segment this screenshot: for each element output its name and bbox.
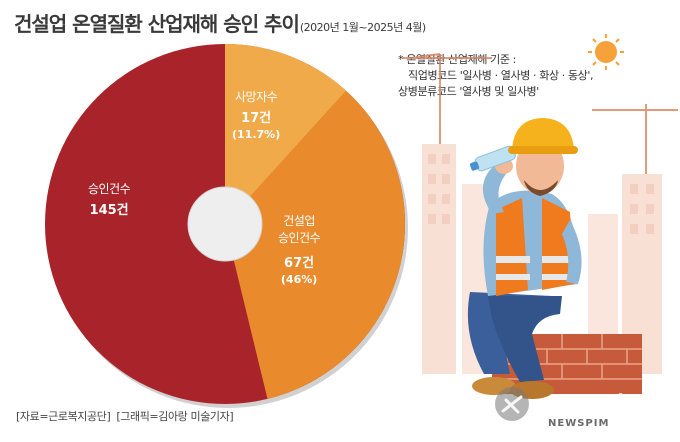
source-graphic: [그래픽=김아랑 미술기자] xyxy=(116,410,234,423)
chart-title-main: 건설업 온열질환 산업재해 승인 추이 xyxy=(14,12,300,36)
source-credits: [자료=근로복지공단] [그래픽=김아랑 미술기자] xyxy=(16,408,239,424)
label-construction-value: 67건 xyxy=(284,256,315,271)
label-deaths-value: 17건 xyxy=(241,111,272,126)
label-construction-name-1: 건설업 xyxy=(283,214,315,228)
pie-slice-deaths xyxy=(225,43,346,224)
label-construction-name-2: 승인건수 xyxy=(278,231,321,245)
chart-title-period: (2020년 1월~2025년 4월) xyxy=(299,21,426,34)
criteria-note-line-3: 상병분류코드 '열사병 및 일사병' xyxy=(398,85,539,98)
criteria-note-line-2: 직업병코드 '일사병 · 열사병 · 화상 · 동상', xyxy=(408,69,594,82)
label-deaths: 사망자수 17건 (11.7%) xyxy=(232,88,280,141)
chart-title: 건설업 온열질환 산업재해 승인 추이(2020년 1월~2025년 4월) xyxy=(14,8,426,37)
label-approved-total-value: 145건 xyxy=(89,203,129,218)
label-construction-percent: (46%) xyxy=(280,273,318,286)
label-deaths-percent: (11.7%) xyxy=(232,128,281,141)
label-approved-total-name: 승인건수 xyxy=(88,182,131,196)
newspim-logo xyxy=(495,387,529,421)
label-deaths-name: 사망자수 xyxy=(235,90,278,104)
source-data: [자료=근로복지공단] xyxy=(16,410,111,423)
newspim-logo-sub: NEWSPIM xyxy=(548,418,610,429)
label-construction: 건설업 승인건수 67건 (46%) xyxy=(278,212,321,286)
newspim-logo-text: 뉴스핌 xyxy=(546,391,627,424)
worker-illustration xyxy=(402,34,678,399)
pie-center-hole xyxy=(187,186,263,262)
label-approved-total: 승인건수 145건 xyxy=(88,180,131,218)
